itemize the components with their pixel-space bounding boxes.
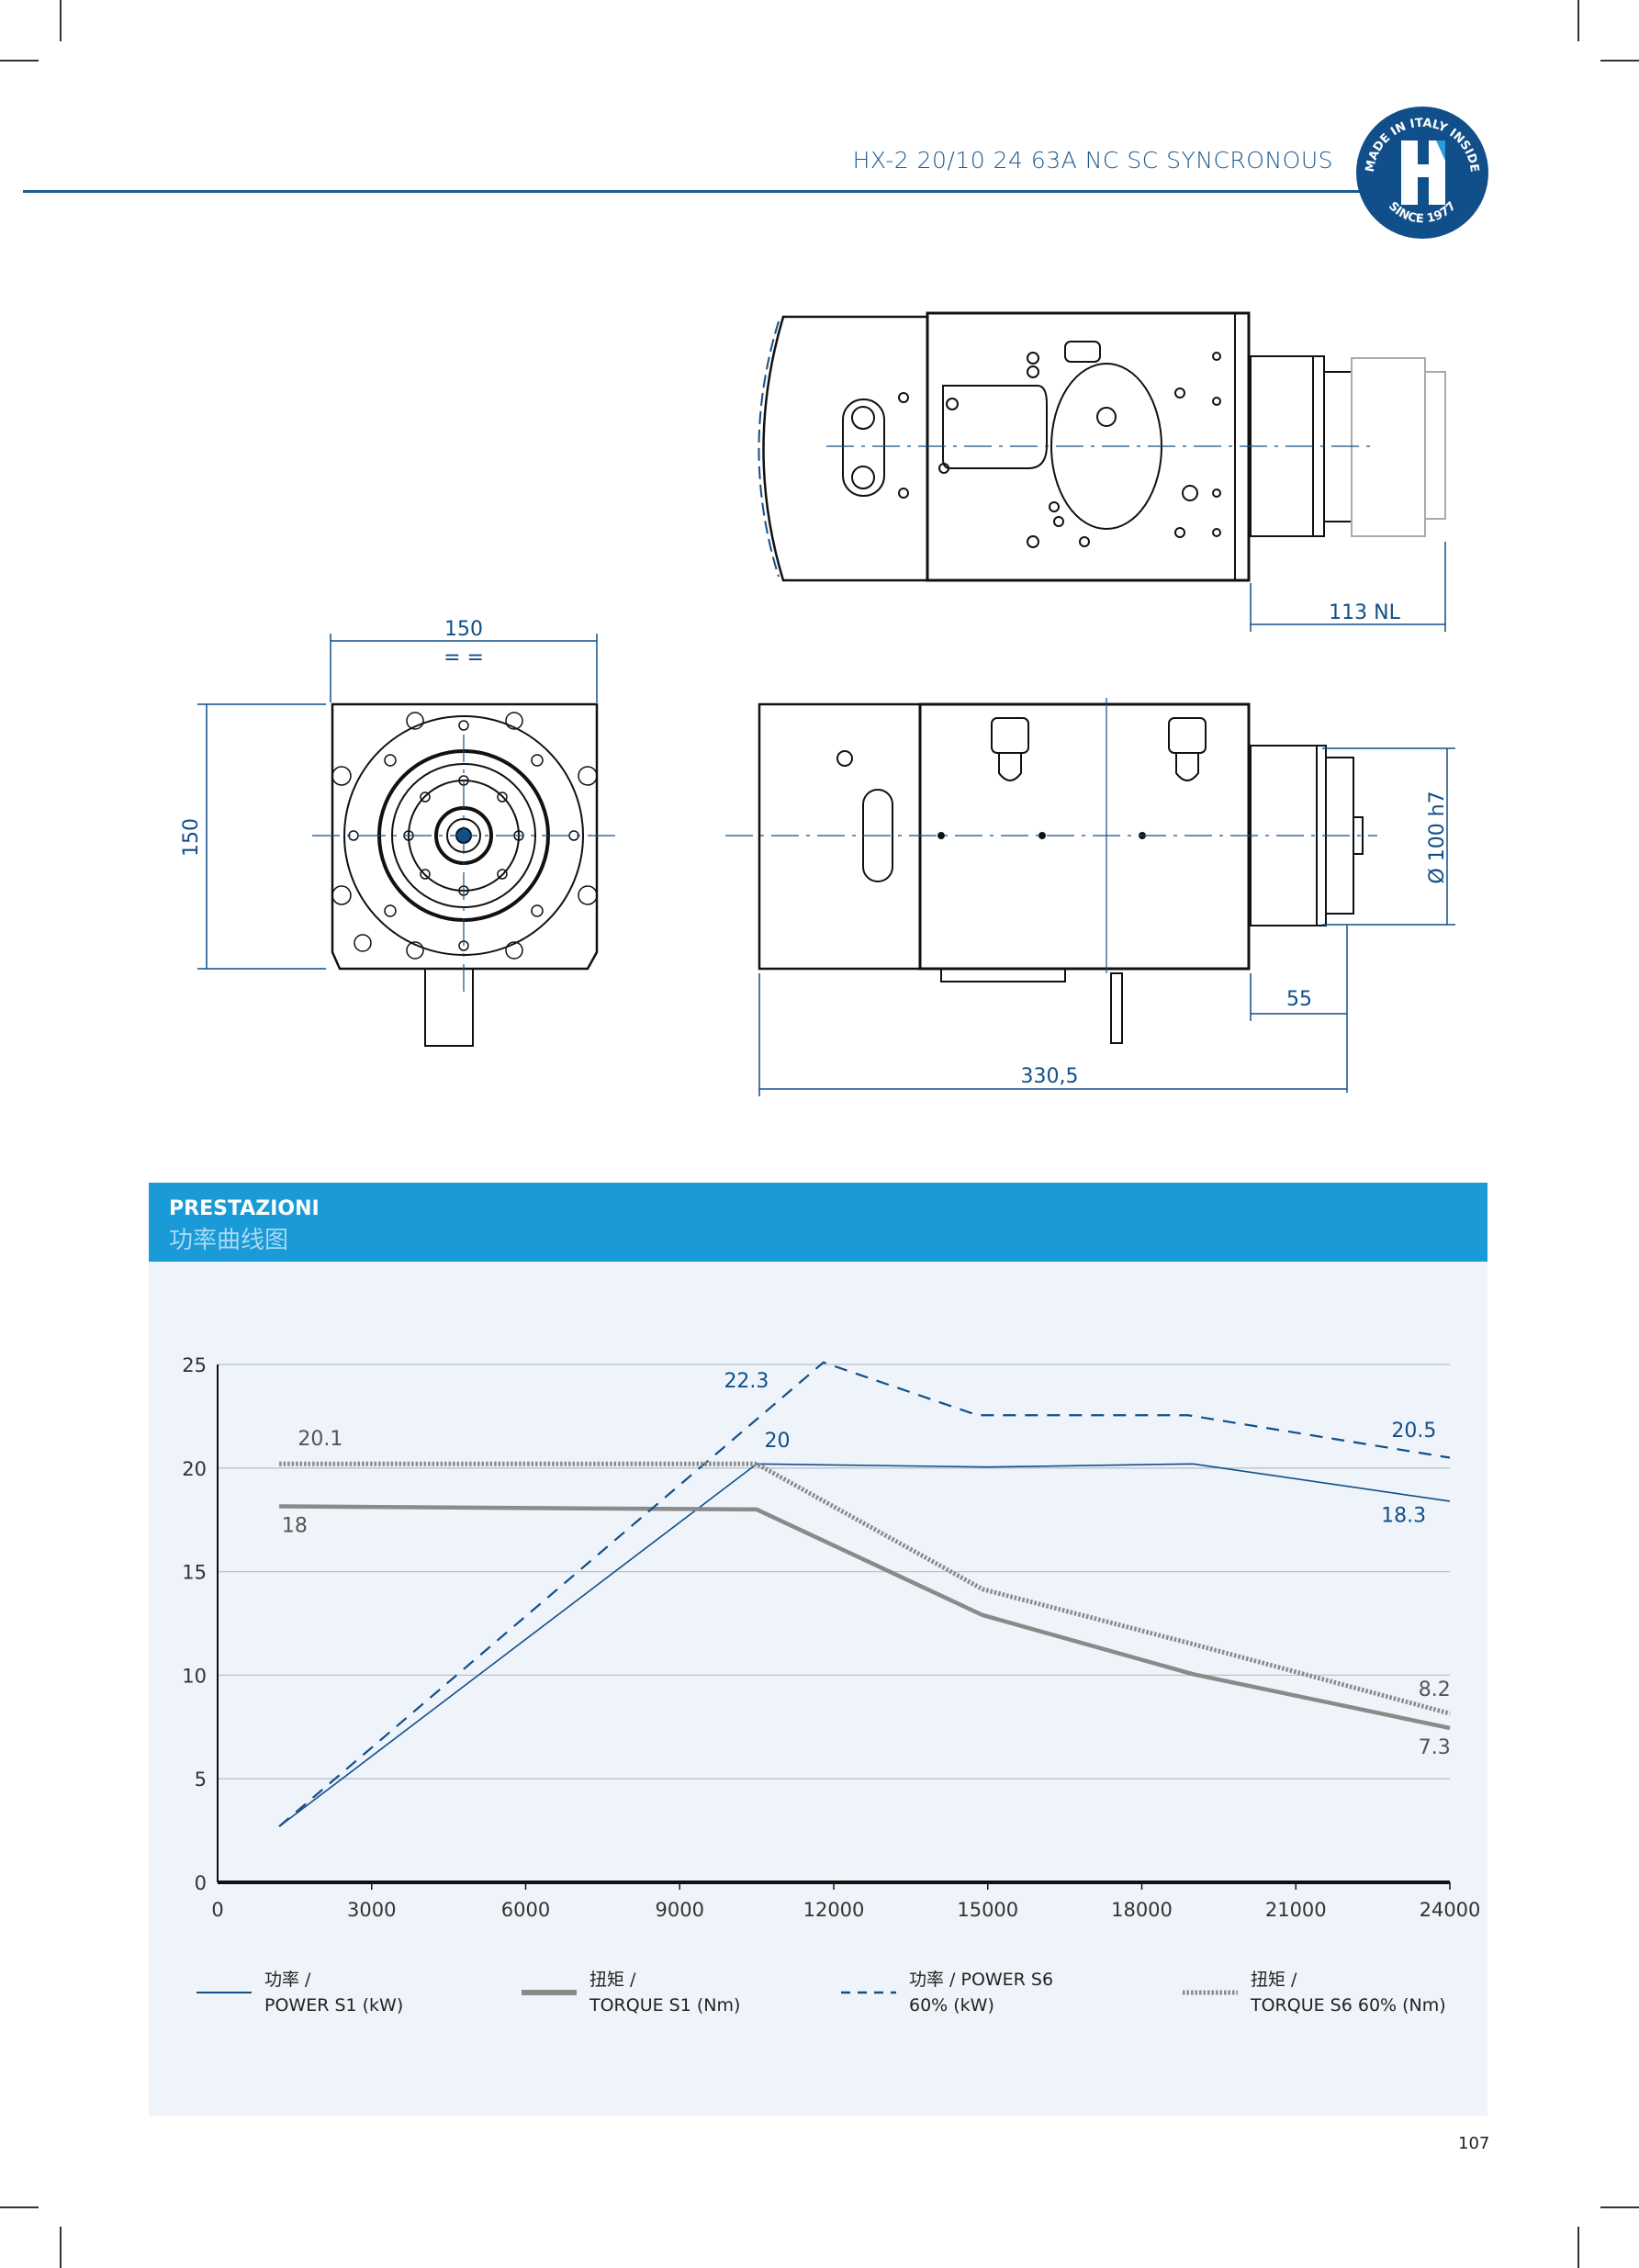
y-tick-label: 0 <box>195 1872 207 1894</box>
series-line-torque-s1-nm- <box>279 1504 1451 1731</box>
crop-mark <box>1577 2227 1579 2268</box>
header-rule <box>23 190 1364 193</box>
section-title: PRESTAZIONI <box>169 1197 320 1220</box>
data-label: 20 <box>764 1430 790 1453</box>
crop-mark <box>60 2227 62 2268</box>
x-tick-label: 24000 <box>1420 1899 1481 1921</box>
x-tick-label: 21000 <box>1265 1899 1327 1921</box>
dim-front-equal: = = <box>443 646 484 669</box>
dimension-lines <box>197 542 1455 1096</box>
legend-label: 60% (kW) <box>909 1995 994 2015</box>
y-tick-label: 10 <box>182 1665 207 1687</box>
legend-item-power-s6: 功率 / POWER S6 60% (kW) <box>841 1967 1053 2018</box>
data-label: 18 <box>282 1515 308 1538</box>
x-tick-label: 3000 <box>347 1899 396 1921</box>
page-number: 107 <box>1458 2134 1490 2153</box>
data-label: 7.3 <box>1419 1736 1451 1759</box>
x-tick-label: 0 <box>211 1899 223 1921</box>
data-label: 18.3 <box>1381 1504 1426 1527</box>
x-tick-label: 15000 <box>957 1899 1018 1921</box>
document-title: HX-2 20/10 24 63A NC SC SYNCRONOUS <box>852 147 1333 174</box>
x-tick-label: 18000 <box>1111 1899 1173 1921</box>
legend-swatch-dotted <box>1183 1990 1238 1995</box>
technical-drawing: 150 = = 150 113 NL Ø 100 h7 55 330,5 <box>180 311 1455 1096</box>
legend-item-torque-s6: 扭矩 / TORQUE S6 60% (Nm) <box>1183 1967 1446 2018</box>
dim-nose: 55 <box>1286 988 1312 1011</box>
legend-label: POWER S1 (kW) <box>264 1995 404 2015</box>
legend-swatch-solid-thick <box>522 1990 577 1995</box>
brand-logo: MADE IN ITALY INSIDE SINCE 1977 <box>1356 107 1488 239</box>
data-label: 20.5 <box>1391 1420 1436 1443</box>
legend-label-cn: 功率 / <box>264 1970 311 1990</box>
crop-mark <box>60 0 62 41</box>
x-tick-label: 9000 <box>656 1899 704 1921</box>
side-view <box>725 698 1377 1044</box>
legend-label: TORQUE S6 60% (Nm) <box>1251 1995 1446 2015</box>
series-line-power-s1-kw- <box>278 1463 1451 1827</box>
legend-item-power-s1: 功率 / POWER S1 (kW) <box>196 1967 403 2018</box>
series-line-60-kw- <box>278 1361 1451 1827</box>
legend-label: TORQUE S1 (Nm) <box>589 1995 741 2015</box>
legend-swatch-dashed <box>841 1991 896 1994</box>
legend-swatch-solid-thin <box>196 1992 252 1993</box>
dim-diameter: Ø 100 h7 <box>1426 791 1449 883</box>
section-header: PRESTAZIONI 功率曲线图 <box>149 1183 1487 1262</box>
x-tick-label: 6000 <box>501 1899 550 1921</box>
dim-top-nl: 113 NL <box>1329 601 1400 624</box>
crop-mark <box>0 60 39 62</box>
dim-length: 330,5 <box>1021 1065 1079 1088</box>
crop-mark <box>0 2206 39 2208</box>
crop-mark <box>1600 2206 1639 2208</box>
y-tick-label: 5 <box>195 1768 207 1791</box>
section-subtitle: 功率曲线图 <box>169 1227 289 1254</box>
series-line-torque-s6-60-nm- <box>279 1461 1451 1716</box>
y-tick-label: 15 <box>182 1562 207 1584</box>
dim-front-width: 150 <box>444 618 483 641</box>
data-label: 22.3 <box>724 1370 769 1393</box>
crop-mark <box>1577 0 1579 41</box>
top-view <box>758 311 1446 582</box>
dimension-labels: 150 = = 150 113 NL Ø 100 h7 55 330,5 <box>180 601 1449 1088</box>
dim-front-height: 150 <box>180 818 203 857</box>
data-label: 8.2 <box>1419 1679 1451 1701</box>
legend-item-torque-s1: 扭矩 / TORQUE S1 (Nm) <box>522 1967 740 2018</box>
y-tick-label: 20 <box>182 1458 207 1480</box>
front-view <box>312 702 615 1047</box>
legend-label-cn: 扭矩 / <box>589 1970 636 1990</box>
crop-mark <box>1600 60 1639 62</box>
legend-label-cn: 扭矩 / <box>1251 1970 1297 1990</box>
x-tick-label: 12000 <box>803 1899 865 1921</box>
data-label: 20.1 <box>297 1428 342 1451</box>
legend-label-cn: 功率 / POWER S6 <box>909 1970 1054 1990</box>
y-tick-label: 25 <box>182 1354 207 1376</box>
